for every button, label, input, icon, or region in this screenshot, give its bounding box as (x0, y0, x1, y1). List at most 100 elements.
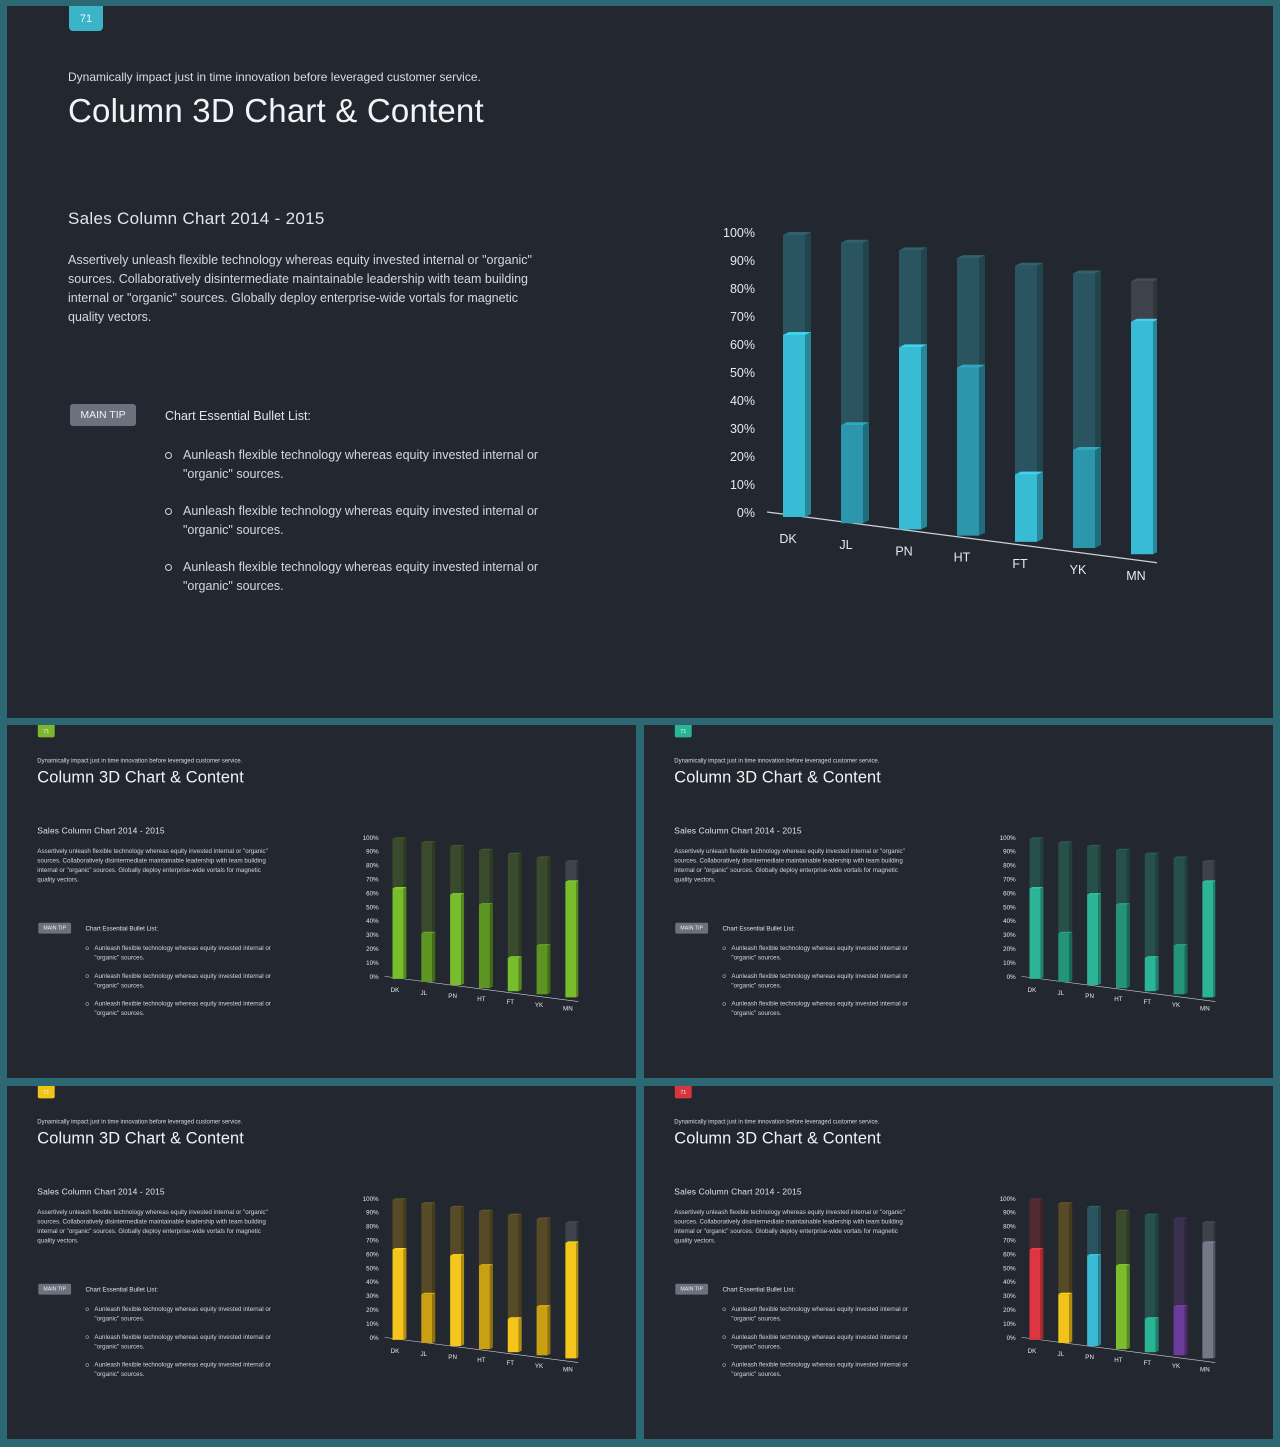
ghost-column-top (1202, 1221, 1216, 1223)
value-column-side (1040, 886, 1044, 979)
bullet-item: Aunleash flexible technology whereas equ… (165, 446, 565, 484)
value-column-side (403, 886, 407, 979)
circle-bullet-icon (85, 1002, 89, 1006)
thumbnail-slide-green[interactable]: 71 Dynamically impact just in time innov… (7, 725, 636, 1078)
value-column-side (805, 332, 811, 517)
value-column-yk (1173, 1306, 1185, 1356)
x-tick-label: MN (563, 1366, 573, 1373)
y-tick-label: 90% (1003, 1210, 1016, 1217)
x-axis-line (384, 1337, 579, 1363)
section-title: Sales Column Chart 2014 - 2015 (674, 825, 802, 836)
ghost-column-front (1058, 1203, 1070, 1343)
ghost-column-top (392, 1198, 407, 1200)
x-tick-label: DK (391, 987, 400, 994)
section-title: Sales Column Chart 2014 - 2015 (37, 825, 165, 836)
value-column-yk (1173, 945, 1185, 995)
bullet-text: Aunleash flexible technology whereas equ… (183, 448, 539, 481)
circle-bullet-icon (722, 946, 726, 951)
ghost-column-top (899, 247, 927, 251)
ghost-column-top (1029, 837, 1044, 839)
value-column-jl (1058, 933, 1070, 982)
y-tick-label: 30% (1003, 932, 1016, 939)
ghost-column-top (536, 856, 551, 858)
value-column-top (507, 956, 522, 958)
value-column-side (1098, 1254, 1102, 1347)
y-tick-label: 60% (366, 890, 379, 897)
value-column-side (461, 1254, 465, 1347)
value-column-top (421, 1292, 436, 1295)
y-tick-label: 40% (366, 918, 379, 925)
y-tick-label: 60% (1003, 890, 1016, 897)
ghost-column-front (1144, 1215, 1156, 1353)
value-column-side (576, 1241, 579, 1359)
ghost-column-top (841, 239, 869, 243)
x-tick-label: YK (535, 1363, 544, 1370)
bullet-item: Aunleash flexible technology whereas equ… (165, 502, 565, 540)
value-column-top (1029, 1247, 1044, 1250)
ghost-column-top (478, 1209, 493, 1212)
x-tick-label: MN (563, 1005, 573, 1012)
value-column-top (565, 1241, 579, 1243)
ghost-column-top (1115, 1209, 1130, 1212)
value-column-top (899, 344, 927, 348)
section-title: Sales Column Chart 2014 - 2015 (68, 209, 325, 228)
ghost-column-front (1173, 1218, 1185, 1356)
x-tick-label: MN (1200, 1366, 1210, 1373)
circle-bullet-icon (165, 508, 172, 515)
ghost-column-front (536, 1218, 548, 1356)
thumbnail-slide-yellow[interactable]: 71 Dynamically impact just in time innov… (7, 1086, 636, 1439)
x-tick-label: DK (779, 532, 797, 546)
value-column-pn (1087, 1255, 1099, 1347)
circle-bullet-icon (722, 974, 726, 978)
circle-bullet-icon (722, 1002, 726, 1006)
thumbnail-slide-multicolor[interactable]: 71 Dynamically impact just in time innov… (644, 1086, 1273, 1439)
value-column-dk (1029, 888, 1041, 979)
bullet-text: Aunleash flexible technology whereas equ… (183, 504, 539, 537)
y-tick-label: 100% (723, 226, 755, 240)
ghost-column-top (1144, 852, 1159, 855)
ghost-column-top (565, 860, 579, 862)
bullet-text: Aunleash flexible technology whereas equ… (94, 1305, 271, 1322)
y-tick-label: 20% (366, 1307, 379, 1314)
y-tick-label: 100% (363, 1196, 379, 1203)
ghost-column-top (1073, 270, 1101, 274)
column-3d-chart: 0% 10% 20% 30% 40% 50% 60% 70% 80% 90% 100% DK JL PN H… (1000, 1196, 1216, 1373)
bullet-text: Aunleash flexible technology whereas equ… (94, 944, 271, 961)
ghost-column-front (1144, 854, 1156, 992)
slide-subtitle: Dynamically impact just in time innovati… (68, 70, 481, 84)
x-tick-label: DK (1028, 987, 1037, 994)
bullet-text: Aunleash flexible technology whereas equ… (731, 1305, 908, 1322)
y-tick-label: 40% (1003, 918, 1016, 925)
bullet-item: Aunleash flexible technology whereas equ… (85, 1360, 284, 1379)
value-column-ft (507, 957, 519, 992)
value-column-side (979, 364, 985, 536)
x-tick-label: YK (1172, 1002, 1181, 1009)
value-column-side (518, 956, 522, 992)
value-column-side (1153, 319, 1157, 555)
x-tick-label: PN (1085, 1354, 1094, 1361)
value-column-side (432, 931, 436, 982)
main-slide[interactable]: 71 Dynamically impact just in time innov… (7, 6, 1273, 718)
y-tick-label: 10% (366, 1321, 379, 1328)
circle-bullet-icon (85, 1335, 89, 1339)
y-tick-label: 50% (366, 904, 379, 911)
circle-bullet-icon (722, 1307, 726, 1312)
value-column-yk (536, 945, 548, 995)
x-tick-label: HT (477, 1357, 485, 1364)
value-column-side (403, 1247, 407, 1340)
slide-title: Column 3D Chart & Content (37, 767, 244, 787)
x-tick-label: PN (1085, 993, 1094, 1000)
value-column-top (957, 364, 985, 368)
bullet-list: Aunleash flexible technology whereas equ… (722, 1305, 921, 1388)
value-column-side (1037, 471, 1043, 542)
value-column-side (1155, 1317, 1159, 1353)
x-tick-label: FT (506, 999, 514, 1006)
value-column-side (1126, 903, 1130, 989)
value-column-top (507, 1317, 522, 1319)
y-tick-label: 70% (1003, 1237, 1016, 1244)
value-column-dk (783, 335, 805, 517)
value-column-side (1098, 893, 1102, 986)
x-tick-label: JL (421, 990, 428, 997)
x-tick-label: YK (535, 1002, 544, 1009)
thumbnail-slide-teal[interactable]: 71 Dynamically impact just in time innov… (644, 725, 1273, 1078)
